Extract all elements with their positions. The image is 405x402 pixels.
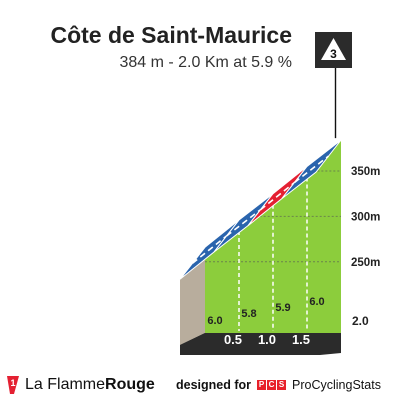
elevation-tick-label: 250m [351, 257, 380, 269]
brand-suffix: Rouge [105, 376, 155, 393]
gradient-label: 5.8 [241, 308, 256, 320]
credit-label: designed for [176, 378, 252, 392]
distance-tick-label: 1.0 [258, 332, 276, 347]
road-centre-line [226, 209, 261, 237]
gradient-label: 5.9 [275, 302, 290, 314]
svg-text:1: 1 [10, 378, 15, 388]
category-number: 3 [330, 47, 337, 61]
elevation-tick-label: 350m [351, 166, 380, 178]
distance-tick-label: 0.5 [224, 332, 242, 347]
road-centre-line [191, 235, 228, 264]
road-centre-line [294, 155, 329, 184]
la-flamme-rouge-logo: 1 La FlammeRouge [6, 374, 155, 396]
climb-title: Côte de Saint-Maurice [50, 22, 292, 48]
pcs-logo-icon: P C S [257, 380, 287, 390]
pcs-name: ProCyclingStats [292, 378, 381, 392]
pcs-badge-letter: C [267, 380, 277, 390]
designed-for-credit: designed for P C S ProCyclingStats [176, 374, 381, 396]
climb-stats: 384 m - 2.0 Km at 5.9 % [119, 54, 292, 71]
distance-band [180, 333, 341, 355]
road-centre-line [259, 181, 296, 211]
flame-logo-icon: 1 [7, 376, 19, 394]
gradient-label: 6.0 [207, 315, 222, 327]
brand-prefix: La Flamme [25, 376, 106, 393]
distance-tick-label: 1.5 [292, 332, 310, 347]
distance-tick-label: 2.0 [352, 314, 369, 328]
pcs-badge-letter: S [277, 380, 287, 390]
elevation-tick-label: 300m [351, 211, 380, 223]
category-triangle-icon [321, 38, 346, 60]
brand-name: La FlammeRouge [25, 376, 155, 394]
pcs-badge-letter: P [257, 380, 267, 390]
gradient-label: 6.0 [309, 296, 324, 308]
